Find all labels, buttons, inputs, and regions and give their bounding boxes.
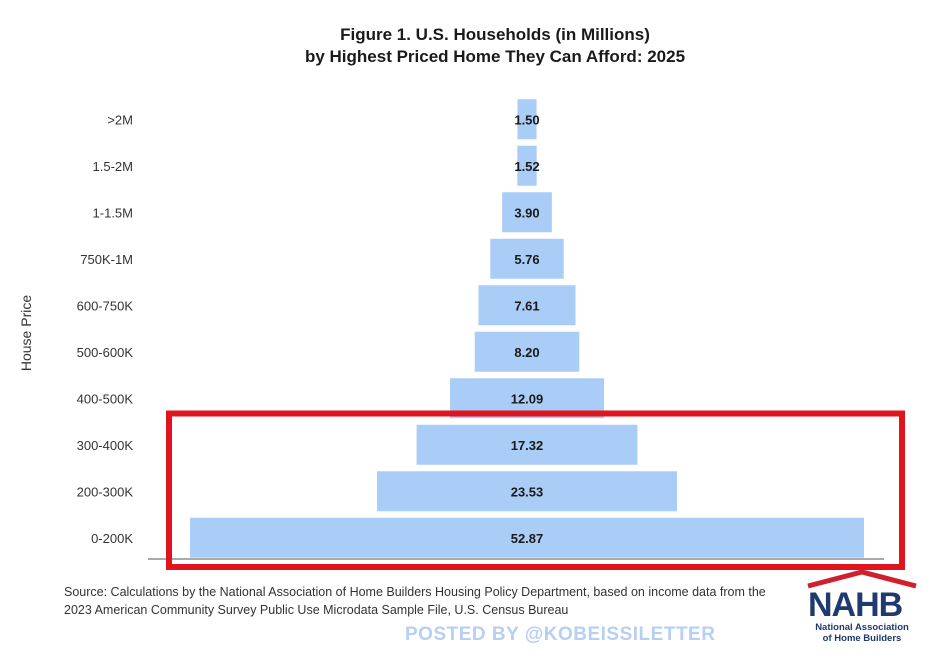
watermark-text: POSTED BY @KOBEISSILETTER — [405, 624, 716, 645]
value-label: 17.32 — [511, 438, 544, 453]
chart-title: Figure 1. U.S. Households (in Millions) … — [0, 24, 945, 68]
y-tick-label: 200-300K — [77, 484, 134, 499]
value-label: 23.53 — [511, 484, 544, 499]
logo-roof-icon — [807, 570, 917, 589]
bars-layer: 1.50 >2M 1.52 1.5-2M 3.90 1-1.5M 5.76 750K-1M 7.… — [77, 99, 864, 558]
nahb-logo: NAHB National Association of Home Builde… — [807, 570, 917, 644]
y-tick-label: >2M — [107, 112, 133, 127]
bar-300-400k — [416, 424, 638, 465]
value-label: 5.76 — [514, 252, 539, 267]
bar-750k-1m — [490, 238, 564, 279]
logo-line1: National Association — [815, 622, 909, 633]
y-tick-label: 1.5-2M — [93, 159, 133, 174]
bar-600-750k — [478, 285, 576, 326]
source-note: Source: Calculations by the National Ass… — [64, 585, 766, 617]
y-tick-label: 750K-1M — [80, 252, 133, 267]
bar-2m — [517, 99, 537, 140]
logo-line2: of Home Builders — [823, 633, 902, 644]
chart-subtitle: by Highest Priced Home They Can Afford: … — [304, 47, 686, 66]
y-tick-label: 0-200K — [91, 531, 133, 546]
y-tick-label: 400-500K — [77, 391, 134, 406]
bar-200-300k — [377, 471, 677, 512]
y-tick-label: 500-600K — [77, 345, 134, 360]
value-label: 3.90 — [514, 205, 539, 220]
value-label: 1.50 — [514, 112, 539, 127]
bar-1-5-2m — [517, 145, 537, 186]
y-tick-label: 300-400K — [77, 438, 134, 453]
bar-1-1-5m — [502, 192, 552, 233]
y-tick-label: 1-1.5M — [93, 205, 133, 220]
bar-chart: 1.50 >2M 1.52 1.5-2M 3.90 1-1.5M 5.76 750K-1M 7.… — [77, 99, 905, 570]
highlight-box — [166, 410, 905, 570]
bar-500-600k — [474, 331, 580, 372]
value-label: 1.52 — [514, 159, 539, 174]
value-label: 7.61 — [514, 298, 539, 313]
chart-title-line1: Figure 1. U.S. Households (in Millions) — [340, 25, 650, 44]
value-label: 8.20 — [514, 345, 539, 360]
value-label: 12.09 — [511, 391, 544, 406]
logo-wordmark: NAHB — [808, 586, 903, 624]
bar-0-200k — [190, 517, 864, 558]
y-tick-label: 600-750K — [77, 298, 134, 313]
value-label: 52.87 — [511, 531, 544, 546]
